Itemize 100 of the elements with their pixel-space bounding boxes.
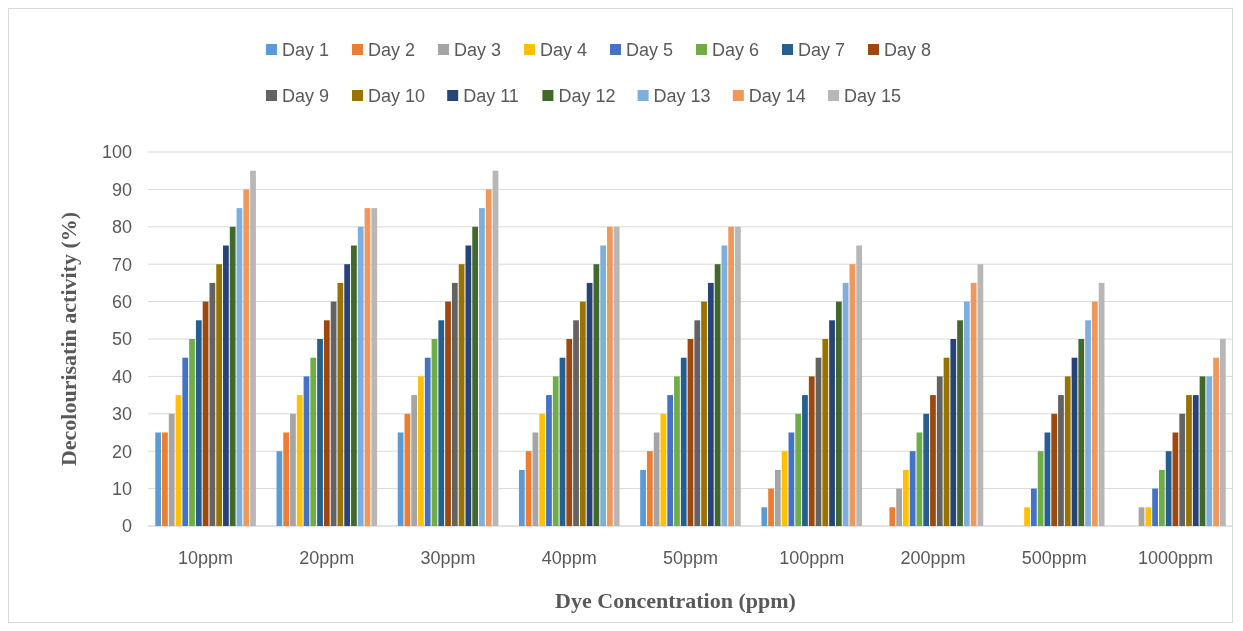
x-tick-label: 1000ppm — [1137, 548, 1213, 568]
bar — [728, 226, 735, 526]
bar — [182, 357, 189, 526]
y-tick-label: 70 — [111, 254, 132, 275]
bar — [351, 245, 357, 526]
bar — [829, 320, 835, 526]
bar — [418, 376, 424, 526]
bar — [216, 264, 223, 526]
bar — [902, 469, 909, 526]
bar — [607, 226, 613, 526]
bar — [438, 320, 445, 526]
legend-label: Day 14 — [748, 86, 806, 107]
bar — [701, 301, 707, 526]
bar — [539, 413, 546, 526]
bar — [1024, 507, 1030, 526]
bar — [963, 301, 970, 526]
x-tick-label: 30ppm — [420, 548, 476, 568]
bar — [195, 320, 202, 526]
bar — [835, 301, 842, 526]
bar — [1085, 320, 1091, 526]
y-axis-title: Decolourisatin activity (%) — [56, 211, 81, 467]
bar — [1145, 507, 1152, 526]
bar — [552, 376, 559, 526]
bar — [1051, 413, 1058, 526]
x-tick-label: 200ppm — [900, 548, 966, 568]
bar — [674, 376, 680, 526]
bar — [653, 432, 660, 526]
bar — [296, 395, 303, 526]
bar — [243, 189, 250, 526]
bar — [694, 320, 701, 526]
bar — [640, 469, 646, 526]
legend-label: Day 5 — [626, 40, 674, 61]
legend-label: Day 2 — [368, 40, 416, 61]
bar — [957, 320, 963, 526]
bar — [593, 264, 600, 526]
bar — [168, 413, 175, 526]
bar — [344, 264, 351, 526]
bar — [1219, 339, 1226, 526]
legend-label: Day 13 — [653, 86, 711, 107]
bar — [781, 451, 788, 526]
bar — [774, 469, 781, 526]
x-tick-label: 100ppm — [779, 548, 845, 568]
x-tick-label: 40ppm — [541, 548, 597, 568]
bar — [808, 376, 815, 526]
bar — [290, 413, 296, 526]
y-tick-label: 80 — [111, 217, 132, 238]
bar — [451, 282, 458, 526]
bar — [1213, 357, 1219, 526]
bar — [465, 245, 472, 526]
bar — [795, 413, 802, 526]
bar — [371, 208, 378, 526]
y-tick-label: 40 — [111, 366, 132, 387]
bar — [317, 339, 323, 526]
bar — [229, 226, 236, 526]
bar — [518, 469, 525, 526]
bar — [1058, 395, 1064, 526]
legend-label: Day 3 — [454, 40, 502, 61]
bar — [223, 245, 229, 526]
y-tick-label: 100 — [101, 142, 132, 163]
bar — [721, 245, 728, 526]
bar — [1192, 395, 1199, 526]
bar — [579, 301, 586, 526]
bar — [1165, 451, 1172, 526]
x-axis-title: Dye Concentration (ppm) — [555, 588, 796, 613]
bar — [337, 282, 344, 526]
bar — [209, 282, 216, 526]
bar — [472, 226, 479, 526]
bar — [802, 395, 808, 526]
bar — [1064, 376, 1071, 526]
bar — [930, 395, 936, 526]
y-tick-label: 30 — [111, 404, 132, 425]
bar — [646, 451, 653, 526]
bar — [768, 488, 774, 526]
bar — [310, 357, 317, 526]
bar — [485, 189, 492, 526]
bar — [1158, 469, 1165, 526]
bar — [283, 432, 290, 526]
bar — [950, 339, 957, 526]
x-tick-label: 50ppm — [662, 548, 719, 568]
bar — [162, 432, 168, 526]
bar — [250, 170, 256, 526]
bar — [923, 413, 930, 526]
legend-label: Day 8 — [884, 40, 932, 61]
bar — [600, 245, 607, 526]
bar — [1152, 488, 1158, 526]
bar — [761, 507, 768, 526]
legend-label: Day 4 — [540, 40, 588, 61]
bar — [1078, 339, 1085, 526]
bar — [909, 451, 916, 526]
legend-label: Day 1 — [282, 40, 330, 61]
x-tick-label: 20ppm — [299, 548, 355, 568]
bar — [479, 208, 485, 526]
bar — [613, 226, 620, 526]
bar — [822, 339, 829, 526]
legend-label: Day 12 — [558, 86, 616, 107]
bar — [546, 395, 552, 526]
bar — [1179, 413, 1186, 526]
bar — [680, 357, 687, 526]
legend-label: Day 6 — [712, 40, 760, 61]
legend-label: Day 10 — [368, 86, 426, 107]
